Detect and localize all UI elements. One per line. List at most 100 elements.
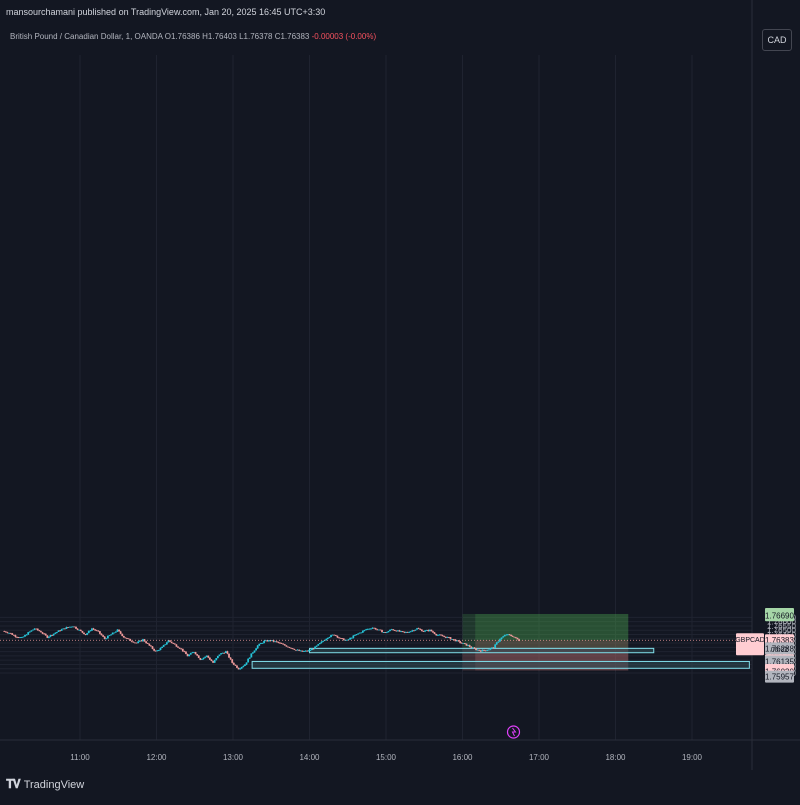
candle-body	[124, 637, 127, 639]
candle-body	[279, 642, 281, 644]
candle-body	[4, 631, 7, 633]
lightning-icon	[511, 727, 517, 737]
x-tick-label: 16:00	[452, 753, 473, 762]
candle-body	[67, 627, 69, 628]
candle-body	[416, 628, 418, 630]
candle-body	[60, 629, 63, 631]
candle-body	[452, 639, 455, 640]
candle-body	[14, 635, 17, 637]
candle-body	[201, 659, 203, 660]
candle-body	[443, 636, 446, 637]
position-profit-zone	[475, 613, 629, 641]
candle-body	[476, 649, 479, 651]
candle-body	[385, 632, 388, 634]
candle-body	[511, 635, 514, 637]
candle-body	[129, 639, 132, 641]
candle-body	[239, 668, 242, 670]
ohlc-change: -0.00003 (-0.00%)	[311, 32, 377, 41]
x-tick-label: 14:00	[299, 753, 320, 762]
candle-body	[170, 641, 173, 643]
candle-body	[224, 651, 227, 653]
candle-body	[401, 631, 404, 632]
candle-body	[8, 632, 10, 634]
candle-body	[299, 650, 302, 652]
candle-body	[32, 629, 34, 631]
publisher-line: mansourchamani published on TradingView.…	[6, 7, 326, 17]
candle-body	[132, 641, 135, 643]
candle-body	[307, 650, 310, 652]
candle-body	[191, 652, 194, 654]
countdown-label: 00:02	[771, 647, 789, 654]
candle-body	[508, 634, 511, 636]
candle-body	[471, 647, 474, 649]
candle-body	[40, 631, 42, 633]
candle-body	[216, 655, 219, 659]
candle-body	[232, 662, 235, 665]
candle-body	[310, 648, 313, 651]
candle-body	[261, 642, 264, 644]
candle-body	[54, 632, 57, 634]
candle-body	[150, 645, 152, 647]
candle-body	[483, 649, 485, 651]
candle-body	[500, 637, 503, 640]
candle-body	[325, 638, 328, 641]
candle-body	[282, 643, 285, 645]
price-tag-bg	[765, 642, 794, 655]
candle-body	[428, 629, 431, 632]
candle-body	[3, 631, 6, 632]
candle-body	[51, 634, 54, 636]
currency-button[interactable]: CAD	[762, 29, 792, 51]
candle-body	[44, 633, 47, 636]
candle-body	[76, 628, 79, 630]
candle-body	[30, 630, 33, 632]
candle-body	[318, 643, 321, 645]
candle-body	[408, 632, 411, 633]
symbol-label-bg	[736, 633, 764, 656]
candle-body	[280, 643, 283, 644]
candle-body	[95, 630, 98, 632]
candle-body	[153, 648, 156, 651]
candle-body	[346, 639, 348, 641]
candle-body	[17, 637, 20, 639]
candle-body	[245, 662, 248, 665]
price-tag-bg	[765, 609, 794, 622]
candle-body	[495, 642, 498, 645]
candle-body	[420, 629, 423, 632]
candle-body	[449, 637, 452, 640]
position-profit-zone	[462, 613, 629, 649]
candle-body	[208, 657, 211, 660]
candle-body	[491, 647, 493, 649]
candle-body	[438, 634, 441, 636]
candle-body	[409, 631, 412, 633]
candle-body	[27, 632, 30, 635]
candle-body	[86, 633, 89, 635]
ohlc-open: O1.76386	[164, 32, 200, 41]
candle-body	[499, 639, 501, 642]
candle-body	[384, 632, 387, 633]
tradingview-logo[interactable]: 𝐓𝐕 TradingView	[6, 777, 84, 792]
ohlc-low: L1.76378	[239, 32, 273, 41]
candle-body	[513, 636, 516, 638]
candle-body	[221, 652, 224, 654]
candle-body	[468, 645, 471, 647]
ohlc-high: H1.76403	[202, 32, 237, 41]
candle-body	[99, 631, 101, 634]
candle-body	[35, 628, 38, 630]
candle-body	[103, 636, 106, 639]
candle-body	[371, 627, 374, 629]
candle-body	[430, 629, 433, 632]
candle-body	[479, 650, 482, 652]
candle-body	[183, 651, 186, 653]
candle-body	[283, 644, 286, 646]
candle-body	[89, 630, 92, 632]
candle-body	[28, 631, 31, 633]
candle-body	[433, 632, 436, 634]
candle-body	[350, 637, 353, 639]
candle-body	[185, 651, 187, 655]
candle-body	[435, 633, 438, 636]
candle-body	[395, 630, 398, 632]
candle-body	[127, 638, 130, 640]
candle-body	[338, 637, 340, 639]
candle-body	[456, 640, 458, 642]
